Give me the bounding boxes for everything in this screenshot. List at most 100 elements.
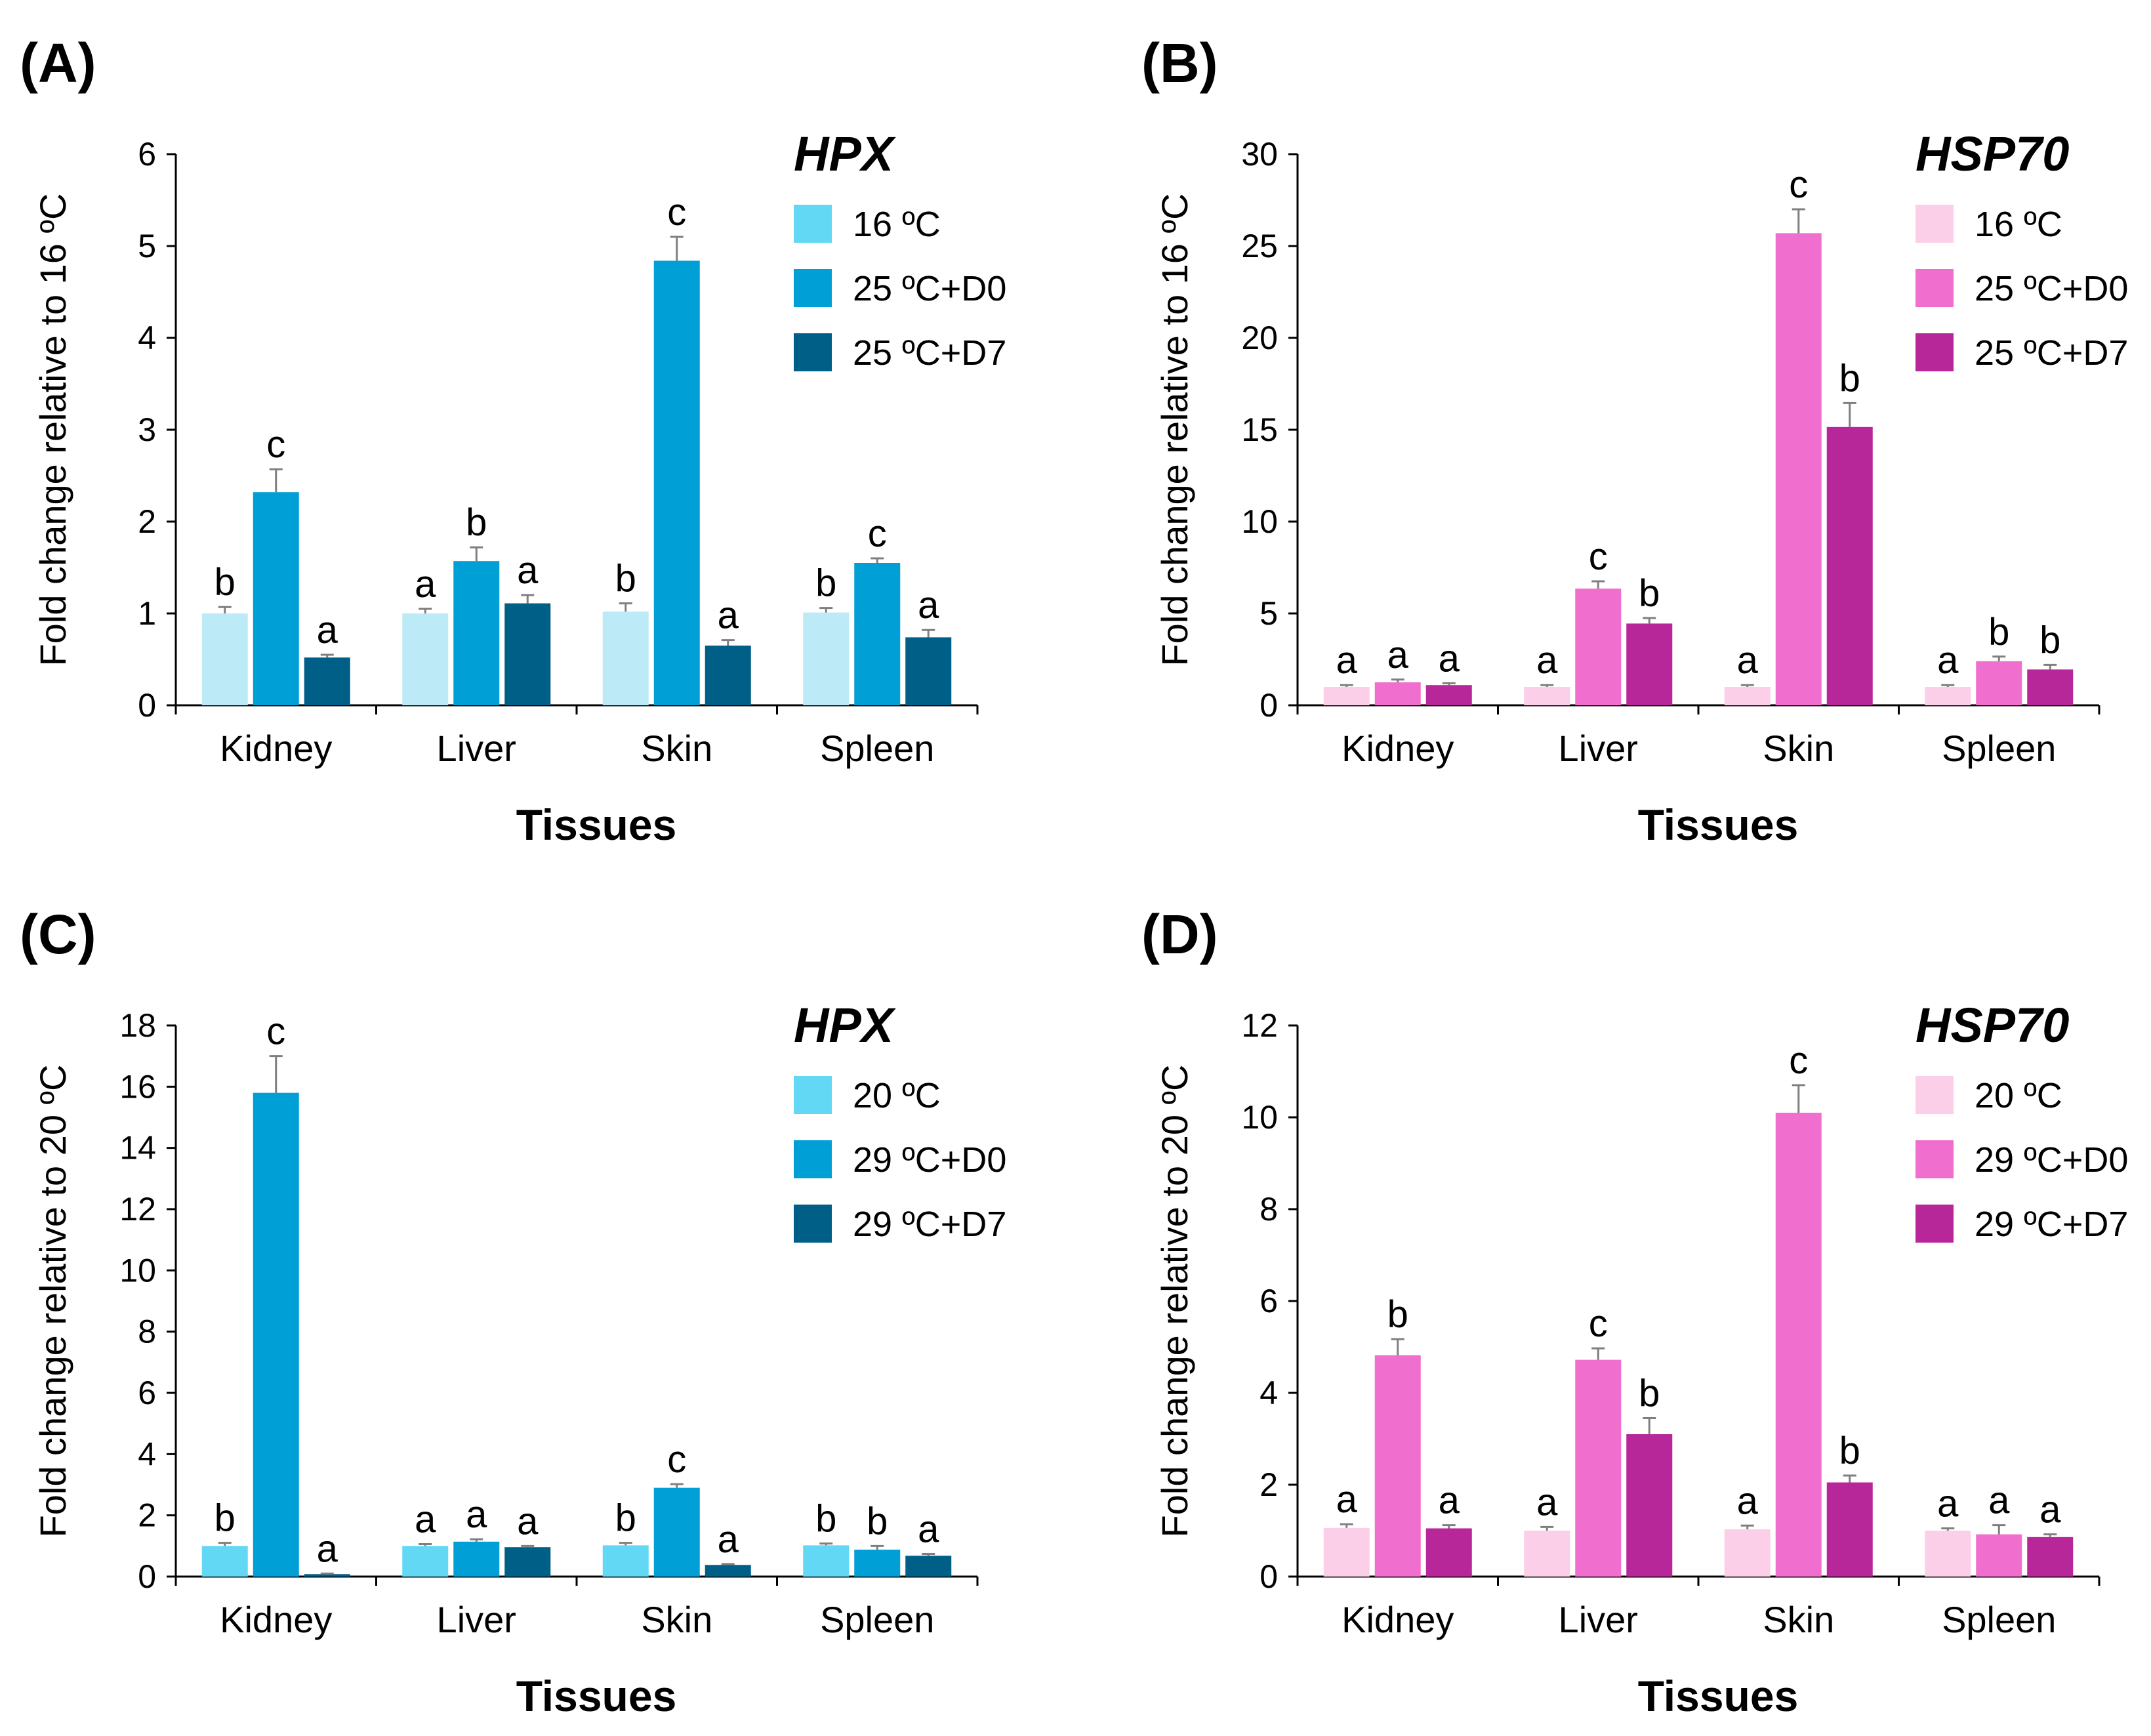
bar [1925,1531,1971,1577]
bar [905,1556,952,1577]
bar [1425,685,1472,705]
significance-letter: a [415,1498,436,1541]
y-tick-label: 8 [138,1313,156,1350]
legend-swatch [1915,269,1954,307]
significance-letter: a [1336,639,1358,682]
significance-letter: c [667,191,686,234]
significance-letter: a [517,1500,539,1542]
significance-letter: a [1536,639,1558,682]
y-tick-label: 25 [1241,228,1278,264]
y-tick-label: 6 [138,1374,156,1411]
y-tick-label: 6 [138,136,156,173]
gene-title: HPX [794,998,897,1052]
significance-letter: a [1937,639,1959,682]
category-label: Liver [437,1599,516,1640]
legend-swatch [794,1205,832,1243]
bar [705,1565,751,1577]
bar [1724,687,1771,705]
bar [854,563,901,705]
bar [453,1541,500,1577]
significance-letter: b [1639,1373,1660,1415]
significance-letter: b [815,1498,836,1540]
bar [1724,1529,1771,1577]
bar [602,611,649,705]
bar [803,612,850,705]
y-tick-label: 0 [1260,687,1278,724]
legend-label: 20 ºC [853,1076,941,1115]
bar [304,1574,350,1577]
y-tick-label: 18 [119,1007,156,1044]
significance-letter: b [615,1497,636,1540]
y-tick-label: 20 [1241,320,1278,356]
chart-panel-D: (D) 0 2 4 6 8 10 12 Fold change relative to 20 º… [1141,903,2128,1720]
y-tick-label: 12 [119,1191,156,1228]
y-tick-label: 10 [1241,1099,1278,1136]
x-axis-label: Tissues [516,800,677,849]
bar [1374,682,1421,705]
category-label: Skin [641,728,712,769]
significance-letter: a [1336,1478,1358,1521]
bar [402,613,449,705]
legend-swatch [1915,1140,1954,1178]
y-tick-label: 5 [138,228,156,264]
y-tick-label: 0 [1260,1558,1278,1595]
significance-letter: c [1589,1302,1608,1345]
significance-letter: b [466,501,487,544]
legend-swatch [1915,1205,1954,1243]
category-label: Kidney [1342,728,1454,769]
significance-letter: b [815,562,836,605]
significance-letter: b [1839,1430,1860,1472]
legend-label: 29 ºC+D7 [1975,1205,2128,1244]
y-tick-label: 10 [119,1252,156,1289]
bar [1976,1534,2022,1577]
legend-swatch [794,333,832,371]
gene-title: HSP70 [1915,998,2069,1052]
significance-letter: a [1988,1479,2010,1522]
legend-swatch [1915,1076,1954,1114]
x-axis-label: Tissues [1638,800,1799,849]
category-label: Spleen [1942,1599,2056,1640]
legend-label: 20 ºC [1975,1076,2062,1115]
y-tick-label: 0 [138,1558,156,1595]
legend-swatch [794,269,832,307]
significance-letter: a [1387,634,1409,676]
significance-letter: c [1789,1039,1808,1082]
legend-label: 29 ºC+D0 [853,1140,1006,1180]
y-axis-label: Fold change relative to 16 ºC [1154,194,1195,667]
bar [602,1545,649,1577]
bar [504,1547,551,1577]
y-tick-label: 15 [1241,411,1278,448]
bar [304,657,350,705]
significance-letter: a [718,594,739,637]
significance-letter: b [215,561,236,604]
panel-label: (B) [1141,32,1218,94]
legend-swatch [794,1076,832,1114]
bar [1524,687,1570,705]
y-axis-label: Fold change relative to 16 ºC [32,194,73,667]
bar [1524,1531,1570,1577]
significance-letter: b [1988,611,2009,653]
legend-label: 25 ºC+D0 [1975,269,2128,308]
legend-label: 16 ºC [853,205,941,244]
legend-label: 25 ºC+D7 [853,333,1006,373]
significance-letter: a [466,1493,487,1536]
y-tick-label: 1 [138,595,156,632]
bar [253,492,299,705]
bar [1425,1528,1472,1577]
significance-letter: a [1536,1481,1558,1523]
bar [453,561,500,705]
legend-label: 29 ºC+D0 [1975,1140,2128,1180]
gene-title: HSP70 [1915,127,2069,181]
bar [1925,687,1971,705]
bar [201,613,248,705]
significance-letter: b [215,1497,236,1540]
bar [653,1487,700,1577]
bar [1775,233,1822,705]
y-tick-label: 3 [138,411,156,448]
significance-letter: a [918,584,939,627]
y-axis-label: Fold change relative to 20 ºC [1154,1065,1195,1538]
bar [1374,1355,1421,1577]
y-tick-label: 30 [1241,136,1278,173]
bar [504,603,551,705]
bar [1775,1113,1822,1577]
